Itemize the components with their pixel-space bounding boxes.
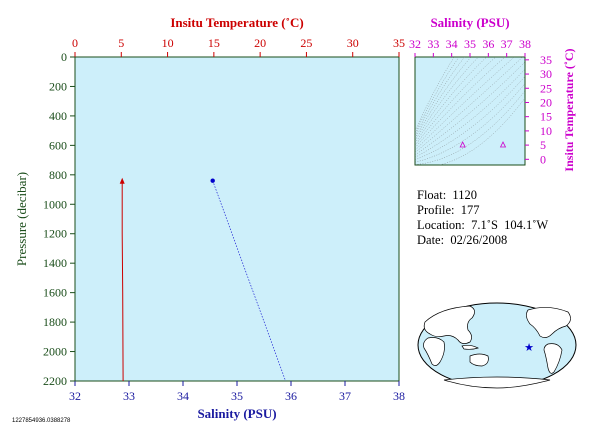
map-continents <box>423 305 571 389</box>
continent-africa <box>423 337 445 366</box>
top-tick-label: 35 <box>393 36 405 50</box>
left-axis-label: Pressure (decibar) <box>14 172 29 266</box>
density-contour <box>415 83 525 163</box>
density-contour <box>415 57 506 148</box>
continent-north-america <box>526 307 571 338</box>
ts-x-tick-label: 32 <box>409 37 421 51</box>
temperature-start-marker <box>119 177 125 184</box>
location: Location: 7.1˚S 104.1˚W <box>417 218 549 232</box>
left-tick-label: 800 <box>49 168 67 182</box>
world-map: ★ <box>417 302 577 389</box>
ts-density-contours <box>415 57 525 165</box>
main-ticks: 0 5 10 15 20 25 30 35 32 33 34 35 36 37 38 0 200 400 600 80… <box>43 36 405 403</box>
continent-south-america <box>543 343 563 374</box>
float-number: Float: 1120 <box>417 188 477 202</box>
main-plot-area <box>74 56 400 382</box>
density-contour <box>415 76 525 160</box>
ts-y-tick-label: 15 <box>540 110 552 124</box>
ts-x-tick-label: 35 <box>464 37 476 51</box>
ts-y-tick-label: 20 <box>540 95 552 109</box>
left-tick-label: 0 <box>61 50 67 64</box>
density-contour <box>415 57 497 146</box>
ts-y-axis-label: Insitu Temperature (˚C) <box>562 48 576 171</box>
ts-plot-area <box>414 56 526 166</box>
salinity-profile-line <box>212 180 286 382</box>
main-series <box>119 177 286 382</box>
bottom-axis-label: Salinity (PSU) <box>197 406 276 421</box>
continent-asia <box>423 305 475 344</box>
ts-points <box>459 141 507 148</box>
bottom-tick-label: 38 <box>393 389 405 403</box>
ts-x-tick-label: 34 <box>446 37 458 51</box>
profile-number: Profile: 177 <box>417 203 480 217</box>
top-tick-label: 20 <box>254 36 266 50</box>
left-tick-label: 2200 <box>43 374 67 388</box>
ts-x-tick-label: 36 <box>482 37 494 51</box>
left-tick-label: 1400 <box>43 256 67 270</box>
float-location-marker: ★ <box>524 342 534 354</box>
density-contour <box>415 57 455 132</box>
date: Date: 02/26/2008 <box>417 233 508 247</box>
footnote-id: 1227854936.0388278 <box>12 418 71 424</box>
ts-point <box>459 141 466 148</box>
left-tick-label: 1800 <box>43 315 67 329</box>
left-tick-label: 200 <box>49 79 67 93</box>
ts-point <box>499 141 507 148</box>
continent-australia <box>469 353 489 367</box>
float-info: Float: 1120 Profile: 177 Location: 7.1˚S… <box>417 188 548 248</box>
continent-antarctica <box>443 376 551 389</box>
ts-y-tick-label: 25 <box>540 81 552 95</box>
left-tick-label: 2000 <box>43 345 67 359</box>
density-contour <box>437 97 525 165</box>
density-contour <box>415 57 515 151</box>
ts-y-tick-label: 5 <box>540 138 546 152</box>
density-contour <box>415 57 479 141</box>
ts-y-tick-label: 10 <box>540 124 552 138</box>
left-tick-label: 1600 <box>43 286 67 300</box>
bottom-tick-label: 34 <box>177 389 189 403</box>
ts-y-tick-label: 30 <box>540 67 552 81</box>
ts-y-tick-label: 0 <box>540 152 546 166</box>
ts-x-axis-label: Salinity (PSU) <box>430 15 509 30</box>
bottom-tick-label: 37 <box>339 389 351 403</box>
salinity-start-marker <box>210 178 215 183</box>
ts-y-tick-label: 35 <box>540 53 552 67</box>
top-tick-label: 5 <box>118 36 124 50</box>
ts-x-tick-label: 37 <box>501 37 513 51</box>
density-contour <box>415 57 523 153</box>
ts-x-tick-label: 33 <box>427 37 439 51</box>
bottom-tick-label: 33 <box>123 389 135 403</box>
density-contour <box>415 57 472 139</box>
ts-x-tick-label: 38 <box>519 37 531 51</box>
top-tick-label: 30 <box>347 36 359 50</box>
continent-indonesia <box>461 344 479 350</box>
density-contour <box>415 57 488 144</box>
bottom-tick-label: 32 <box>69 389 81 403</box>
left-tick-label: 1200 <box>43 227 67 241</box>
density-contour <box>415 61 525 156</box>
main-chart: 0 5 10 15 20 25 30 35 32 33 34 35 36 37 38 0 200 400 600 80… <box>14 15 405 421</box>
bottom-tick-label: 35 <box>231 389 243 403</box>
left-tick-label: 1000 <box>43 197 67 211</box>
left-tick-label: 400 <box>49 109 67 123</box>
top-tick-label: 10 <box>162 36 174 50</box>
top-tick-label: 25 <box>300 36 312 50</box>
top-axis-label: Insitu Temperature (˚C) <box>170 15 303 30</box>
temperature-profile-line <box>121 180 124 382</box>
top-tick-label: 15 <box>208 36 220 50</box>
bottom-tick-label: 36 <box>285 389 297 403</box>
left-tick-label: 600 <box>49 138 67 152</box>
top-tick-label: 0 <box>72 36 78 50</box>
